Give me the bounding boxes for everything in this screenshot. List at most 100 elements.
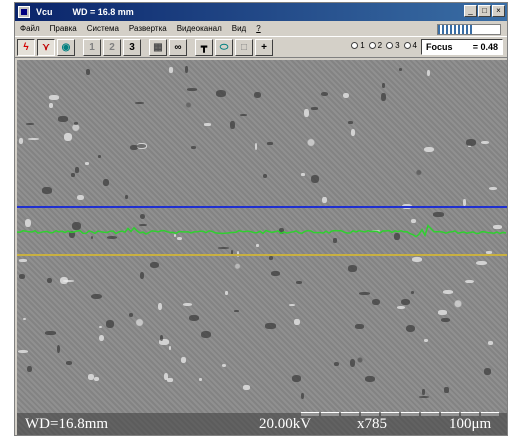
surface-particle	[398, 68, 402, 71]
surface-particle	[90, 235, 94, 240]
focus-field[interactable]: Focus = 0.48	[421, 39, 503, 55]
surface-particle	[438, 310, 447, 315]
surface-particle	[422, 389, 425, 395]
surface-particle	[230, 120, 235, 129]
detector-icon[interactable]: ⋎	[37, 38, 55, 56]
surface-particle	[139, 223, 147, 227]
surface-particle	[150, 261, 160, 269]
surface-particle	[322, 196, 327, 204]
surface-particle	[347, 265, 358, 272]
radio-dot-icon	[351, 42, 359, 49]
radio-3[interactable]: 3	[386, 41, 400, 50]
sem-image-view[interactable]: WD=16.8mm 20.00kV x785 100μm	[17, 60, 507, 435]
surface-particle	[310, 107, 318, 110]
surface-particle	[186, 88, 198, 91]
lens-icon[interactable]: ⬭	[215, 38, 233, 56]
surface-particle	[167, 378, 173, 382]
app-name: Vcu	[36, 7, 53, 17]
menu-edit[interactable]: Правка	[49, 23, 77, 33]
surface-particle	[135, 102, 144, 105]
surface-particle	[139, 213, 146, 220]
surface-particle	[159, 334, 164, 341]
surface-particle	[204, 123, 212, 126]
surface-particle	[488, 186, 497, 190]
surface-particle	[18, 138, 24, 144]
surface-particle	[93, 377, 99, 382]
title-wd: WD = 16.8 mm	[72, 7, 134, 17]
minimize-icon[interactable]: _	[464, 5, 477, 17]
radio-1[interactable]: 1	[351, 41, 365, 50]
close-icon[interactable]: ×	[492, 5, 505, 17]
magnification-label: x785	[357, 416, 387, 432]
voltage-label: 20.00kV	[259, 416, 312, 432]
surface-particle	[74, 167, 79, 173]
channel-2-button[interactable]: 2	[103, 38, 121, 56]
surface-particle	[222, 363, 227, 368]
surface-particle	[359, 292, 370, 296]
toolbar: ϟ ⋎ ◉ 1 2 3 ▦ ∞ ┳ ⬭ □ +	[15, 36, 507, 58]
surface-particle	[371, 298, 381, 306]
grid-icon[interactable]: ▦	[149, 38, 167, 56]
channel-1-button[interactable]: 1	[83, 38, 101, 56]
blue-cursor-line[interactable]	[17, 206, 507, 208]
binoculars-icon[interactable]: ∞	[169, 38, 187, 56]
surface-particle	[291, 375, 302, 382]
working-distance-label: WD=16.8mm	[25, 416, 109, 432]
surface-particle	[488, 340, 494, 346]
menu-scan[interactable]: Развертка	[128, 23, 167, 33]
lightning-icon[interactable]: ϟ	[17, 38, 35, 56]
menu-help[interactable]: ?	[256, 23, 261, 33]
surface-particle	[18, 350, 29, 354]
surface-particle	[427, 69, 431, 77]
menu-bar: Файл Правка Система Развертка Видеоканал…	[15, 21, 507, 35]
image-info-bar: WD=16.8mm 20.00kV x785 100μm	[17, 413, 507, 435]
surface-particle	[41, 187, 52, 194]
surface-particle	[253, 92, 262, 99]
radio-4[interactable]: 4	[403, 41, 417, 50]
surface-particle	[102, 178, 109, 186]
surface-particle	[71, 173, 75, 178]
surface-particle	[397, 306, 406, 310]
surface-particle	[130, 144, 139, 151]
radio-2[interactable]: 2	[368, 41, 383, 50]
surface-particle	[168, 345, 171, 350]
surface-particle	[49, 95, 60, 100]
surface-particle	[124, 194, 128, 199]
menu-system[interactable]: Система	[86, 23, 119, 33]
menu-view[interactable]: Вид	[231, 23, 247, 33]
crosshair-icon[interactable]: +	[255, 38, 273, 56]
surface-particle	[333, 361, 340, 366]
surface-particle	[24, 218, 32, 227]
surface-particle	[23, 317, 26, 321]
title-bar[interactable]: Vcu WD = 16.8 mm _ □ ×	[15, 3, 507, 21]
surface-particle	[424, 338, 428, 342]
surface-particle	[164, 373, 169, 380]
surface-particle	[394, 233, 400, 240]
surface-particle	[351, 129, 356, 137]
surface-particle	[84, 162, 90, 166]
app-icon[interactable]	[18, 6, 30, 18]
surface-particle	[262, 174, 268, 179]
surface-particle	[475, 260, 487, 266]
surface-particle	[63, 133, 72, 141]
yellow-cursor-line[interactable]	[17, 254, 507, 256]
vacuum-indicator	[437, 24, 501, 35]
surface-particle	[128, 312, 134, 317]
surface-particle	[333, 238, 337, 244]
radio-3-label: 3	[395, 41, 400, 50]
surface-particle	[63, 279, 74, 282]
blank-square-icon[interactable]: □	[235, 38, 253, 56]
menu-file[interactable]: Файл	[20, 23, 40, 33]
surface-particle	[442, 289, 454, 294]
surface-particle	[320, 91, 329, 96]
radio-2-label: 2	[377, 41, 383, 50]
surface-particle	[27, 365, 33, 372]
menu-videochannel[interactable]: Видеоканал	[176, 23, 222, 33]
focus-value: = 0.48	[472, 42, 498, 52]
channel-3-button[interactable]: 3	[123, 38, 141, 56]
surface-particle	[265, 323, 276, 329]
eye-icon[interactable]: ◉	[57, 38, 75, 56]
maximize-icon[interactable]: □	[478, 5, 491, 17]
radio-dot-icon	[386, 42, 394, 49]
line-scan-icon[interactable]: ┳	[195, 38, 213, 56]
